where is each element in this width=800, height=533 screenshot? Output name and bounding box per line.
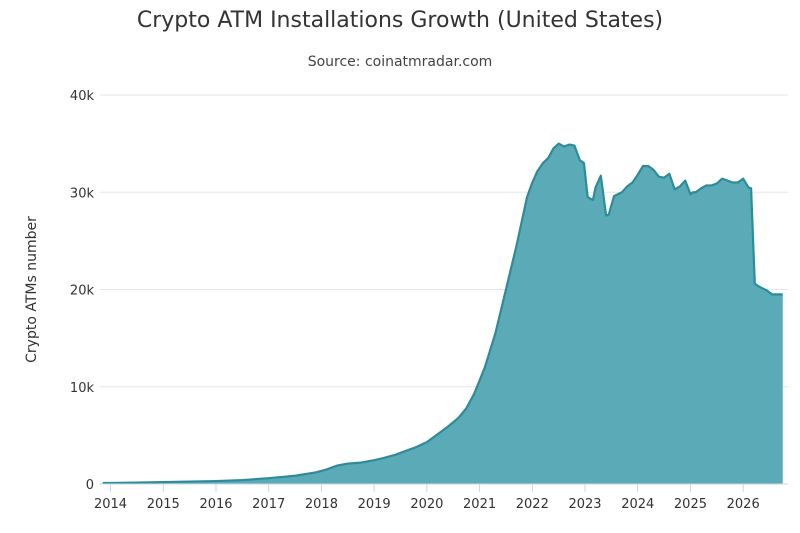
x-tick-label: 2025 xyxy=(674,497,707,512)
x-tick-label: 2016 xyxy=(199,497,232,512)
y-tick-label: 30k xyxy=(70,186,95,201)
y-axis-title: Crypto ATMs number xyxy=(24,216,40,363)
x-tick-label: 2024 xyxy=(621,497,654,512)
x-tick-label: 2014 xyxy=(94,497,127,512)
series-line xyxy=(102,142,783,485)
chart-subtitle: Source: coinatmradar.com xyxy=(307,54,493,70)
x-tick-label: 2026 xyxy=(727,497,760,512)
x-tick-label: 2023 xyxy=(568,497,601,512)
x-tick-label: 2019 xyxy=(358,497,391,512)
series-area xyxy=(102,143,783,484)
y-tick-label: 20k xyxy=(70,284,95,299)
x-tick-label: 2015 xyxy=(147,497,180,512)
x-tick-label: 2018 xyxy=(305,497,338,512)
x-tick-label: 2020 xyxy=(410,497,443,512)
chart-title: Crypto ATM Installations Growth (United … xyxy=(136,8,664,33)
axis-layer: 0 10k 20k 30k 40k 2014 2015 2016 2017 2018 2019 202… xyxy=(70,89,788,512)
x-tick-label: 2021 xyxy=(463,497,496,512)
x-tick-label: 2022 xyxy=(516,497,549,512)
y-tick-label: 10k xyxy=(70,381,95,396)
area-layer xyxy=(102,142,783,485)
y-tick-label: 0 xyxy=(86,478,94,493)
x-tick-label: 2017 xyxy=(252,497,285,512)
y-tick-label: 40k xyxy=(70,89,95,104)
